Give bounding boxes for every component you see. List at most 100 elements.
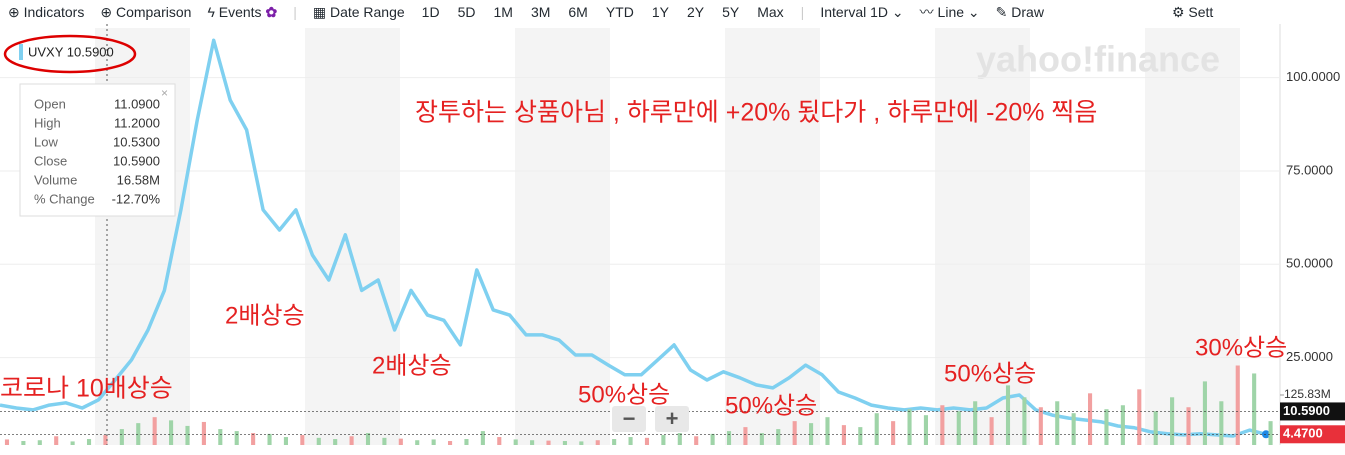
label: Line [937, 4, 965, 20]
label: Indicators [23, 3, 85, 20]
volume-bar [70, 441, 75, 445]
volume-bar [759, 433, 764, 445]
volume-bar [1120, 405, 1125, 445]
annotation: 50%상승 [725, 392, 817, 419]
tooltip-key: % Change [34, 191, 95, 206]
volume-bar [218, 429, 223, 445]
tooltip-key: Low [34, 134, 58, 149]
draw-button[interactable]: ✎ Draw [995, 3, 1044, 20]
volume-bar [431, 439, 436, 445]
volume-bar [251, 433, 256, 445]
volume-bar [956, 411, 961, 445]
volume-bar [316, 437, 321, 445]
volume-bar [726, 431, 732, 445]
volume-bar [497, 437, 502, 445]
range-button[interactable]: Max [757, 4, 784, 20]
annotation: 2배상승 [372, 352, 452, 379]
zoom-button [655, 406, 689, 432]
label: Comparison [115, 3, 192, 20]
ranges: 1D 5D 1M 3M 6M YTD 1Y 2Y 5Y Max [413, 4, 793, 20]
range-button[interactable]: 1Y [651, 4, 669, 20]
volume-bar [612, 439, 617, 445]
price-label-bg [1280, 425, 1345, 444]
label: Events [218, 3, 262, 20]
volume-bar [169, 420, 174, 445]
y-tick-label: 50.0000 [1286, 256, 1333, 271]
volume-bar [333, 439, 338, 445]
volume-bar [201, 421, 206, 445]
range-button[interactable]: 2Y [686, 4, 705, 20]
volume-bar [530, 440, 535, 445]
volume-bar [776, 429, 781, 445]
volume-bar [940, 405, 945, 445]
indicators-button[interactable]: ⊕ Indicators [8, 3, 85, 20]
volume-bar [546, 440, 551, 445]
volume-bar [743, 427, 748, 445]
volume-bar [1186, 407, 1191, 445]
stripe [1145, 28, 1240, 445]
y-tick-label: 25.0000 [1286, 349, 1333, 364]
line-button[interactable]: 〰 Line ⌄ [919, 4, 980, 20]
comparison-button[interactable]: ⊕ Comparison [100, 3, 192, 20]
settings-button[interactable]: ⚙ Sett [1171, 3, 1214, 20]
volume-bar [677, 433, 682, 445]
range-button[interactable]: 5Y [722, 4, 740, 20]
volume-bar [579, 441, 584, 445]
label: Draw [1011, 3, 1044, 20]
stripe [515, 28, 610, 445]
tooltip-value: 11.0900 [114, 96, 160, 111]
ticker-label: UVXY 10.5900 [28, 44, 114, 59]
y2-tick-label: 125.83M [1284, 387, 1331, 401]
annotation: 50%상승 [944, 360, 1036, 387]
volume-bar [809, 423, 814, 445]
volume-bar [628, 437, 633, 445]
volume-bar [1153, 411, 1158, 445]
range-button[interactable]: 1M [493, 4, 513, 20]
zoom-out[interactable]: − [612, 406, 646, 432]
toolbar: ⊕ Indicators ⊕ Comparison ϟ Events ✿ | ▦… [8, 3, 1214, 21]
volume-bar [1038, 407, 1043, 445]
volume-bar [989, 417, 994, 445]
volume-bar [37, 440, 42, 445]
volume-bar [119, 429, 124, 445]
volume-bar [382, 437, 387, 445]
volume-bar [1088, 393, 1093, 445]
events-button[interactable]: ϟ Events ✿ [207, 3, 278, 20]
range-button[interactable]: 1D [421, 4, 440, 20]
volume-bar [907, 409, 912, 445]
volume-bar [1268, 421, 1273, 445]
volume-bar [1252, 373, 1257, 445]
volume-bar [1055, 401, 1060, 445]
volume-bar [1005, 385, 1011, 445]
volume-bar [841, 425, 846, 445]
volume-bar [661, 435, 666, 445]
range-button[interactable]: 3M [530, 4, 551, 20]
tooltip-value: 16.58M [117, 172, 160, 187]
volume-bar [448, 441, 453, 445]
volume-bar [480, 431, 485, 445]
volume-bar [234, 431, 239, 445]
interval-button[interactable]: Interval 1D ⌄ [820, 3, 904, 20]
zoom-in[interactable]: + [655, 406, 689, 432]
range-button[interactable]: YTD [605, 4, 634, 20]
volume-bar [415, 440, 420, 445]
range-button[interactable]: 5D [457, 4, 476, 20]
volume-bar [595, 440, 600, 445]
price-label: 10.5900 [1283, 403, 1330, 418]
volume-bar [1022, 397, 1027, 445]
tooltip-key: Open [34, 96, 66, 111]
date-range-button[interactable]: ▦ Date Range [312, 3, 405, 20]
volume-bar [136, 423, 141, 445]
volume-bar [1170, 397, 1175, 445]
tooltip-key: Close [34, 153, 67, 168]
tooltip-value: -12.70% [112, 191, 161, 206]
label: Interval [820, 3, 867, 20]
volume-bar [562, 441, 567, 445]
volume-bar [349, 436, 354, 445]
volume-bar [283, 437, 288, 445]
volume-bar [152, 417, 157, 445]
volume-bar [398, 438, 403, 445]
volume-bar [694, 436, 699, 445]
range-button[interactable]: 6M [568, 4, 588, 20]
